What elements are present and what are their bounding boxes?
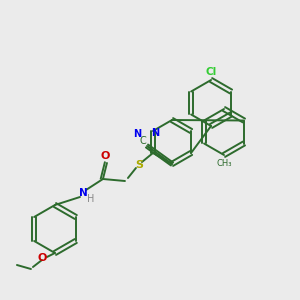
Text: N: N — [133, 129, 141, 139]
Text: O: O — [100, 151, 110, 161]
Text: C: C — [140, 136, 146, 146]
Text: O: O — [37, 253, 46, 263]
Text: H: H — [87, 194, 94, 204]
Text: Cl: Cl — [206, 67, 217, 77]
Text: CH₃: CH₃ — [216, 158, 232, 167]
Text: N: N — [79, 188, 87, 198]
Text: N: N — [151, 128, 159, 138]
Text: S: S — [135, 160, 143, 170]
